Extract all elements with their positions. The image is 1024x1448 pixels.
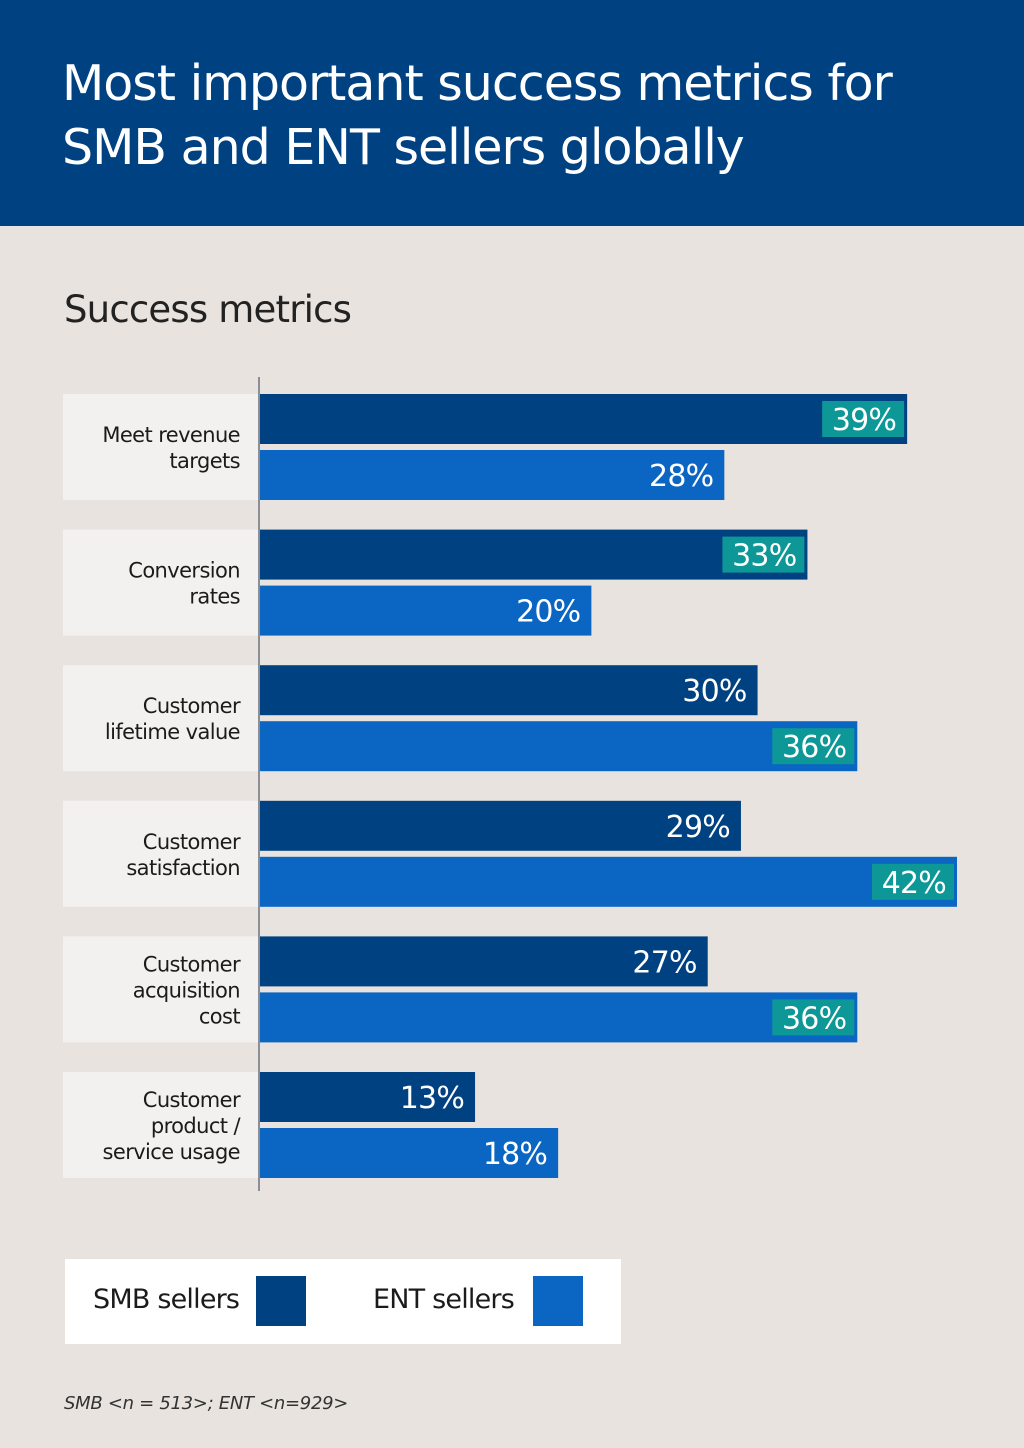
category-label: lifetime value — [105, 720, 240, 744]
category-label: Customer — [143, 952, 241, 976]
data-label: 13% — [400, 1081, 464, 1116]
legend-swatch-smb — [256, 1276, 306, 1326]
category-label: cost — [199, 1004, 241, 1028]
category-label-box — [63, 800, 258, 907]
data-label: 27% — [632, 945, 696, 980]
bar-ent — [259, 450, 725, 500]
value-highlight — [822, 401, 905, 437]
data-label: 42% — [882, 866, 946, 901]
category-label: Meet revenue — [102, 423, 240, 447]
bar-smb — [259, 665, 758, 716]
data-label: 28% — [649, 459, 713, 494]
header-banner: Most important success metrics for SMB a… — [0, 0, 1024, 226]
bar-smb — [259, 529, 808, 580]
value-highlight — [772, 728, 855, 765]
chart-subtitle: Success metrics — [64, 288, 352, 331]
data-label: 20% — [516, 595, 580, 630]
bar-smb — [259, 1072, 476, 1122]
category-label-box — [63, 1072, 258, 1178]
category-label-box — [63, 936, 258, 1043]
bar-smb — [259, 800, 741, 851]
data-label: 30% — [682, 674, 746, 709]
category-label: satisfaction — [126, 856, 240, 880]
legend-swatch-ent — [533, 1276, 583, 1326]
bar-ent — [259, 1128, 559, 1178]
value-highlight — [772, 999, 855, 1036]
category-label: targets — [169, 449, 240, 473]
sample-size-note: SMB <n = 513>; ENT <n=929> — [64, 1393, 349, 1414]
bar-ent — [259, 721, 858, 772]
data-label: 29% — [666, 810, 730, 845]
data-label: 36% — [782, 1001, 846, 1036]
bar-ent — [259, 585, 592, 636]
category-label: Customer — [143, 694, 241, 718]
bar-ent — [259, 992, 858, 1043]
legend: SMB sellers ENT sellers — [65, 1259, 621, 1344]
data-label: 39% — [832, 403, 896, 438]
legend-label-ent: ENT sellers — [373, 1284, 515, 1315]
data-label: 33% — [732, 539, 796, 574]
bar-ent — [259, 856, 957, 907]
category-label: Conversion — [128, 559, 240, 583]
category-label-box — [63, 529, 258, 636]
legend-label-smb: SMB sellers — [93, 1284, 240, 1315]
bar-smb — [259, 936, 708, 987]
category-label-box — [63, 394, 258, 500]
value-highlight — [722, 536, 805, 573]
value-highlight — [872, 863, 954, 900]
category-label-box — [63, 665, 258, 772]
category-label: service usage — [103, 1140, 240, 1164]
category-label: acquisition — [133, 978, 240, 1002]
page-title: Most important success metrics for SMB a… — [62, 55, 893, 176]
category-label: Customer — [143, 1088, 241, 1112]
data-label: 18% — [483, 1137, 547, 1172]
bar-smb — [259, 394, 908, 444]
data-label: 36% — [782, 730, 846, 765]
category-label: rates — [189, 585, 240, 609]
category-label: product / — [151, 1114, 242, 1138]
category-label: Customer — [143, 830, 241, 854]
